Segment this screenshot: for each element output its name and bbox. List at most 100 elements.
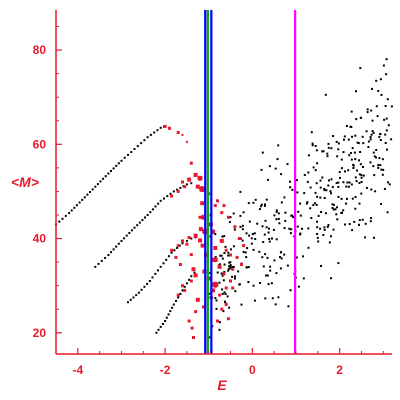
data-point (228, 221, 231, 224)
data-point (259, 282, 262, 284)
data-point (226, 215, 230, 219)
data-point (332, 228, 335, 231)
data-point (332, 135, 335, 137)
data-point (221, 257, 224, 260)
data-point (327, 184, 330, 187)
data-point (193, 271, 196, 274)
data-point (115, 245, 118, 248)
data-point (181, 180, 184, 184)
data-point (248, 220, 251, 223)
data-point (216, 319, 219, 323)
x-tick-label: 2 (336, 363, 343, 377)
data-point (367, 140, 370, 143)
data-point (183, 185, 187, 189)
data-point (335, 140, 338, 143)
data-point (326, 152, 329, 155)
data-point (263, 233, 266, 236)
data-point (232, 266, 235, 268)
data-point (359, 151, 362, 153)
data-point (213, 204, 217, 208)
data-point (159, 265, 162, 268)
data-point (331, 203, 334, 206)
data-point (311, 142, 314, 145)
data-point (174, 255, 178, 259)
data-point (247, 281, 250, 283)
data-point (328, 179, 330, 182)
data-point (193, 233, 198, 238)
data-point (179, 186, 182, 189)
data-point (351, 229, 354, 232)
data-point (163, 124, 167, 128)
data-point (358, 223, 360, 226)
data-point (264, 219, 267, 222)
data-point (303, 174, 306, 176)
data-point (241, 239, 244, 242)
data-point (136, 145, 139, 148)
data-point (312, 204, 315, 207)
data-point (385, 129, 388, 132)
data-point (323, 197, 326, 199)
data-point (326, 225, 329, 228)
data-point (284, 211, 287, 214)
data-point (198, 215, 202, 219)
data-point (343, 138, 345, 141)
data-point (266, 274, 269, 277)
data-point (144, 216, 146, 219)
data-point (258, 250, 261, 253)
data-point (320, 265, 322, 267)
data-point (266, 256, 269, 259)
data-point (329, 190, 332, 193)
data-point (221, 235, 224, 238)
data-point (135, 294, 138, 297)
data-point (176, 131, 180, 134)
x-tick-label: -4 (72, 363, 83, 377)
y-axis-title: <M> (11, 174, 39, 190)
data-point (307, 246, 310, 249)
data-point (342, 181, 345, 184)
data-point (222, 204, 226, 208)
data-point (136, 224, 139, 227)
data-point (154, 272, 157, 275)
data-point (168, 126, 171, 130)
data-point (217, 264, 222, 269)
data-point (178, 244, 181, 247)
data-point (275, 210, 278, 213)
data-point (125, 234, 128, 237)
data-point (138, 221, 141, 224)
data-point (358, 173, 361, 176)
data-point (375, 79, 378, 82)
data-point (200, 243, 205, 248)
data-point (345, 202, 347, 205)
data-point (224, 293, 227, 295)
data-point (346, 197, 348, 200)
data-point (354, 196, 357, 198)
data-point (270, 282, 273, 285)
data-point (342, 209, 345, 212)
data-point (385, 58, 388, 61)
data-point (274, 167, 277, 170)
data-point (317, 240, 320, 243)
data-point (231, 275, 234, 278)
data-point (242, 251, 245, 253)
data-point (208, 292, 211, 295)
data-point (185, 183, 188, 186)
data-point (379, 164, 382, 167)
data-point (337, 262, 340, 265)
data-point (322, 150, 325, 153)
data-point (287, 305, 290, 308)
data-point (356, 141, 359, 144)
data-point (360, 176, 363, 179)
data-point (127, 153, 129, 156)
data-point (176, 293, 180, 297)
data-point (345, 185, 348, 188)
data-point (316, 195, 319, 198)
data-point (369, 220, 372, 223)
data-point (314, 145, 317, 147)
data-point (370, 188, 373, 191)
data-point (337, 142, 340, 145)
data-point (133, 148, 136, 150)
data-point (224, 248, 228, 252)
data-point (250, 237, 253, 240)
data-point (253, 232, 256, 235)
data-point (373, 174, 376, 177)
